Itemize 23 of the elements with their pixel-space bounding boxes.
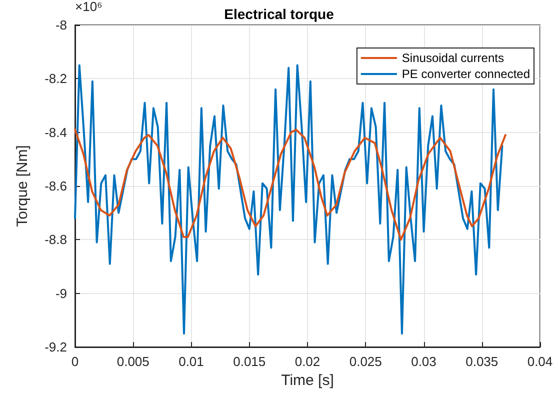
legend-label: Sinusoidal currents [402,51,504,65]
x-axis-title: Time [s] [281,372,334,389]
x-tick-label: 0.01 [178,354,204,369]
y-tick-label: -8.4 [44,124,67,140]
x-tick-label: 0 [71,354,79,369]
y-tick-label: -9 [55,286,67,301]
chart-title: Electrical torque [224,6,334,22]
y-tick-label: -9.2 [44,340,67,354]
line-series [74,128,506,241]
legend-label: PE converter connected [402,67,530,81]
x-tick-label: 0.03 [411,354,436,369]
y-axis-title: Torque [Nm] [14,145,31,227]
text: ×10⁶ [75,0,102,14]
x-tick-label: 0.04 [527,354,553,369]
y-tick-label: -8.2 [44,71,67,86]
x-tick-label: 0.02 [294,354,320,369]
y-tick-label: -8.6 [44,178,67,194]
x-tick-label: 0.005 [116,354,150,369]
y-tick-label: -8 [55,18,67,32]
x-tick-label: 0.035 [466,354,498,369]
x-tick-label: 0.025 [349,354,382,369]
y-tick-label: -8.8 [44,232,67,248]
x-tick-label: 0.015 [233,354,266,369]
